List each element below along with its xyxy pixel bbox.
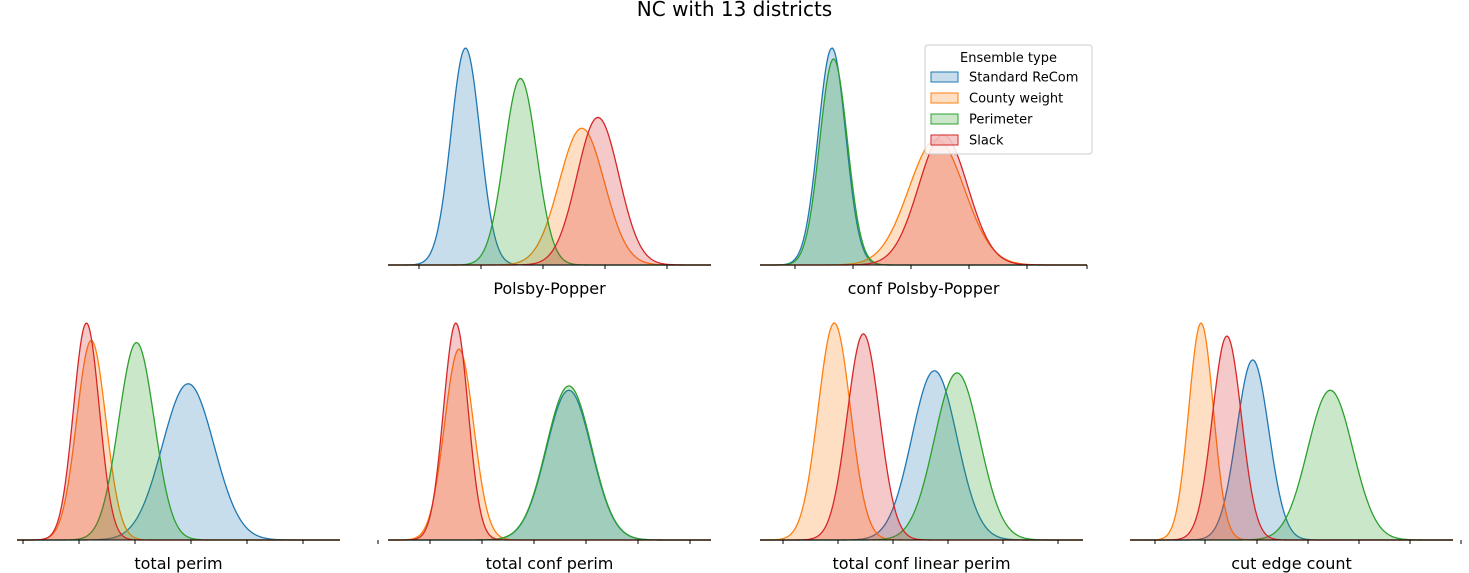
legend: Ensemble type Standard ReCom County weigh… bbox=[924, 44, 1093, 155]
density-area-standard-recom bbox=[388, 390, 711, 540]
density-area-slack bbox=[17, 323, 340, 540]
density-area-standard-recom bbox=[388, 48, 711, 266]
legend-swatch bbox=[930, 134, 959, 146]
legend-swatch bbox=[930, 92, 959, 104]
x-axis-label: Polsby-Popper bbox=[493, 279, 606, 298]
density-area-perimeter bbox=[760, 58, 1087, 265]
panels: Polsby-Popper conf Polsby-Popper total per… bbox=[17, 47, 1462, 573]
panel-cut-edge-count: cut edge count bbox=[1130, 322, 1462, 573]
density-area-county-weight bbox=[388, 128, 711, 265]
legend-entry-perimeter: Perimeter bbox=[930, 113, 1033, 128]
density-area-slack bbox=[388, 323, 711, 540]
panel-polsby-popper: Polsby-Popper bbox=[388, 47, 711, 298]
density-area-county-weight bbox=[388, 349, 711, 540]
x-axis-label: conf Polsby-Popper bbox=[848, 279, 1000, 298]
panel-total-perim: total perim bbox=[17, 322, 340, 573]
legend-entry-county-weight: County weight bbox=[930, 92, 1063, 107]
x-axis-label: total perim bbox=[134, 554, 222, 573]
x-axis-label: total conf linear perim bbox=[832, 554, 1010, 573]
legend-frame bbox=[924, 44, 1093, 155]
legend-swatch bbox=[930, 113, 959, 125]
legend-swatch bbox=[930, 71, 959, 83]
panel-total-conf-linear-perim: total conf linear perim bbox=[760, 322, 1083, 573]
legend-label: Standard ReCom bbox=[969, 71, 1078, 86]
panel-total-conf-perim: total conf perim bbox=[377, 322, 711, 573]
legend-entry-slack: Slack bbox=[930, 134, 1004, 149]
density-area-slack bbox=[1130, 336, 1453, 540]
density-area-perimeter bbox=[388, 385, 711, 540]
density-area-county-weight bbox=[760, 323, 1083, 540]
density-area-standard-recom bbox=[760, 370, 1083, 540]
x-axis-label: total conf perim bbox=[486, 554, 614, 573]
legend-title: Ensemble type bbox=[960, 51, 1057, 66]
legend-entries: Standard ReCom County weight Perimeter Slac… bbox=[930, 71, 1078, 149]
legend-entry-standard-recom: Standard ReCom bbox=[930, 71, 1078, 86]
density-area-county-weight bbox=[760, 139, 1087, 265]
legend-label: County weight bbox=[969, 92, 1063, 107]
density-area-perimeter bbox=[1130, 390, 1453, 540]
legend-label: Slack bbox=[969, 134, 1004, 149]
density-area-standard-recom bbox=[17, 383, 340, 540]
legend-label: Perimeter bbox=[969, 113, 1033, 128]
density-area-slack bbox=[760, 134, 1087, 265]
figure-title: NC with 13 districts bbox=[637, 0, 832, 21]
x-axis-label: cut edge count bbox=[1231, 554, 1352, 573]
panel-conf-polsby-popper: conf Polsby-Popper bbox=[760, 47, 1088, 298]
density-area-county-weight bbox=[1130, 323, 1453, 540]
density-area-slack bbox=[760, 333, 1083, 540]
density-area-slack bbox=[388, 117, 711, 265]
density-area-perimeter bbox=[760, 372, 1083, 540]
